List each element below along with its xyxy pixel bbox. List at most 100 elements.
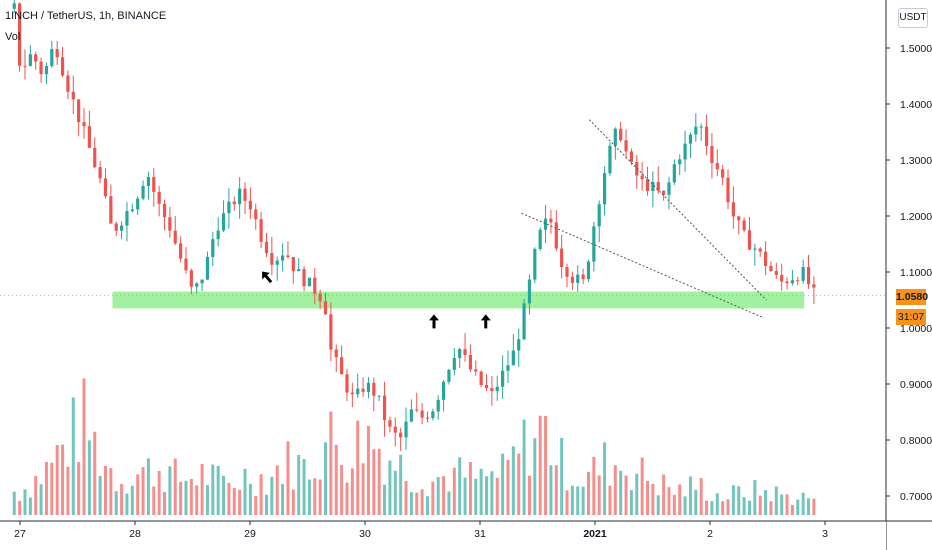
candle-body bbox=[522, 303, 526, 340]
candle-body bbox=[152, 176, 156, 192]
candle-body bbox=[511, 350, 515, 366]
candle-body bbox=[431, 411, 435, 419]
candle-body bbox=[323, 301, 328, 315]
volume-bar bbox=[44, 461, 48, 515]
candle-body bbox=[318, 293, 322, 302]
candle-body bbox=[366, 382, 371, 392]
candle-body bbox=[82, 122, 86, 127]
candle-body bbox=[704, 126, 709, 147]
volume-bar bbox=[361, 463, 365, 515]
candle-body bbox=[538, 229, 542, 249]
volume-bar bbox=[415, 492, 419, 515]
volume-bar bbox=[581, 486, 585, 515]
volume-bar bbox=[340, 464, 344, 515]
candle-body bbox=[780, 274, 784, 282]
candle-body bbox=[345, 374, 349, 393]
volume-bar bbox=[179, 481, 183, 515]
volume-bar bbox=[136, 474, 140, 515]
volume-bar bbox=[705, 500, 709, 515]
volume-bar bbox=[350, 468, 354, 515]
currency-button[interactable]: USDT bbox=[898, 8, 928, 28]
candle-body bbox=[372, 382, 376, 396]
volume-bar bbox=[646, 480, 650, 515]
candle-body bbox=[114, 223, 118, 231]
volume-bar bbox=[377, 448, 381, 515]
candle-body bbox=[619, 128, 623, 141]
candle-body bbox=[87, 126, 91, 148]
candle-body bbox=[517, 339, 521, 351]
volume-bar bbox=[667, 487, 671, 515]
volume-bar bbox=[345, 482, 349, 515]
volume-bar bbox=[570, 485, 574, 515]
volume-bar bbox=[205, 485, 209, 515]
x-tick-label: 29 bbox=[244, 528, 256, 540]
volume-bar bbox=[39, 484, 43, 515]
candle-body bbox=[221, 213, 226, 231]
volume-bar bbox=[544, 416, 548, 515]
volume-bar bbox=[780, 494, 784, 515]
volume-bar bbox=[200, 463, 204, 515]
candle-body bbox=[790, 280, 795, 284]
volume-bar bbox=[264, 494, 268, 515]
volume-bar bbox=[409, 492, 413, 515]
arrow-icon bbox=[480, 314, 491, 329]
volume-bar bbox=[248, 483, 252, 515]
volume-bar bbox=[98, 475, 102, 515]
candle-body bbox=[356, 388, 360, 395]
candle-body bbox=[806, 267, 811, 285]
volume-bar bbox=[307, 479, 311, 515]
volume-bar bbox=[23, 489, 27, 515]
volume-bar bbox=[597, 475, 601, 515]
candle-body bbox=[602, 173, 607, 205]
candle-body bbox=[415, 409, 419, 411]
candle-body bbox=[18, 3, 22, 66]
volume-bar bbox=[554, 465, 558, 515]
candle-body bbox=[527, 279, 532, 304]
candle-body bbox=[629, 151, 634, 162]
candle-body bbox=[441, 381, 446, 400]
volume-bar bbox=[163, 492, 167, 515]
candle-body bbox=[12, 3, 16, 9]
candle-body bbox=[361, 388, 365, 392]
y-tick-label: 0.8000 bbox=[900, 435, 932, 447]
volume-bar bbox=[146, 458, 150, 515]
candle-body bbox=[98, 167, 102, 179]
time-axis-panel bbox=[0, 521, 886, 550]
volume-bar bbox=[613, 465, 617, 515]
volume-bar bbox=[715, 493, 719, 515]
volume-bar bbox=[452, 467, 456, 515]
candle-body bbox=[645, 179, 650, 192]
candle-body bbox=[458, 349, 462, 358]
candle-body bbox=[683, 143, 687, 160]
volume-bar bbox=[404, 480, 408, 515]
volume-bar bbox=[109, 468, 113, 515]
candle-body bbox=[340, 357, 344, 375]
x-tick-label: 27 bbox=[14, 528, 26, 540]
y-tick-label: 1.1000 bbox=[900, 267, 932, 279]
candle-body bbox=[763, 251, 768, 266]
candle-body bbox=[506, 365, 510, 371]
volume-bar bbox=[747, 500, 751, 515]
volume-bar bbox=[721, 501, 725, 515]
candle-body bbox=[109, 196, 113, 224]
volume-bar bbox=[710, 501, 714, 515]
candle-body bbox=[812, 284, 816, 288]
candle-body bbox=[60, 57, 65, 76]
volume-bar bbox=[393, 470, 397, 515]
candle-body bbox=[350, 392, 354, 395]
volume-bar bbox=[807, 498, 811, 515]
volume-bar bbox=[120, 484, 124, 515]
candle-body bbox=[662, 190, 666, 195]
volume-bar bbox=[152, 486, 156, 515]
candle-body bbox=[189, 270, 193, 287]
volume-bar bbox=[157, 470, 161, 515]
volume-bar bbox=[753, 480, 757, 515]
volume-bar bbox=[286, 441, 290, 515]
volume-bar bbox=[211, 464, 215, 515]
candle-body bbox=[248, 200, 252, 210]
volume-bar bbox=[506, 459, 510, 515]
volume-bar bbox=[522, 419, 526, 515]
x-tick-label: 2021 bbox=[583, 528, 607, 540]
candle-body bbox=[270, 253, 274, 265]
